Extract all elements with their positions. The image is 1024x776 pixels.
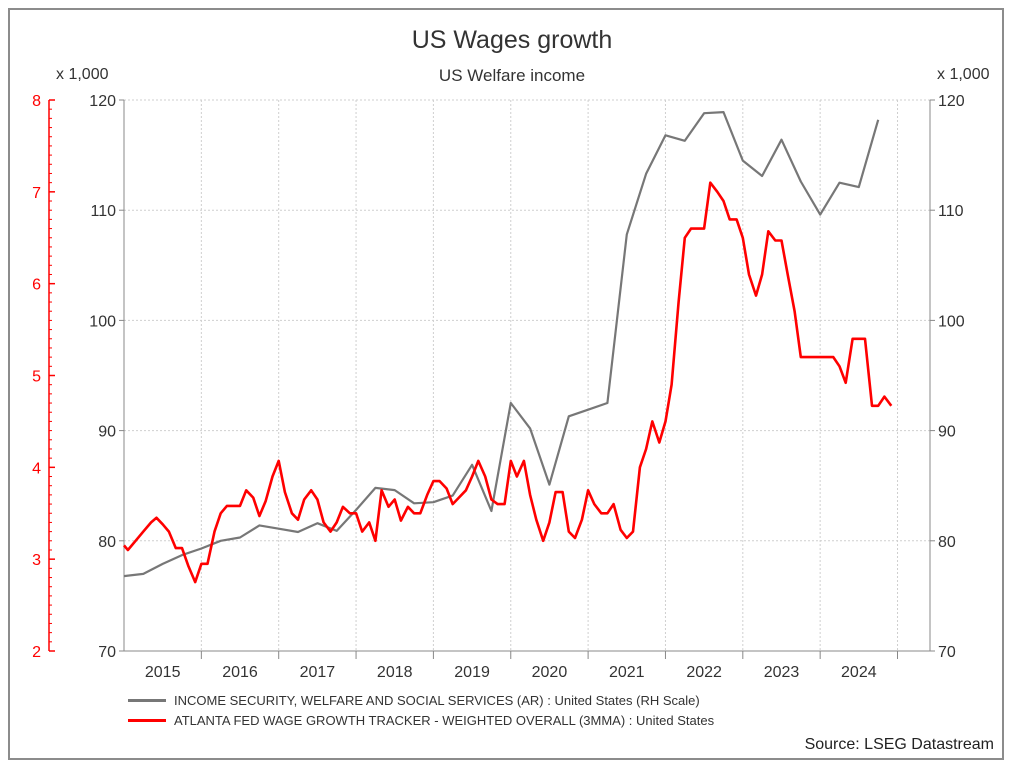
y-tick-label-left: 6 xyxy=(32,277,41,294)
legend-entry-welfare: INCOME SECURITY, WELFARE AND SOCIAL SERV… xyxy=(128,690,714,710)
chart-title: US Wages growth xyxy=(411,26,613,54)
y-tick-label-left: 2 xyxy=(32,644,41,661)
legend-swatch-welfare xyxy=(128,698,166,702)
y-tick-label-inner: 70 xyxy=(98,644,116,661)
x-tick-label: 2024 xyxy=(841,664,877,681)
y-tick-label-left: 3 xyxy=(32,552,41,569)
y-tick-label-left: 7 xyxy=(32,185,41,202)
x-tick-label: 2022 xyxy=(686,664,722,681)
y-tick-label-inner: 110 xyxy=(90,203,116,220)
x-tick-label: 2015 xyxy=(145,664,181,681)
x-tick-label: 2023 xyxy=(764,664,800,681)
legend-label-wage: ATLANTA FED WAGE GROWTH TRACKER - WEIGHT… xyxy=(174,712,715,728)
x-tick-label: 2020 xyxy=(532,664,568,681)
right-axis-multiplier: x 1,000 xyxy=(937,66,990,83)
legend-label-welfare: INCOME SECURITY, WELFARE AND SOCIAL SERV… xyxy=(174,692,700,708)
y-tick-label-inner: 80 xyxy=(98,534,116,551)
legend-swatch-wage xyxy=(128,718,166,722)
x-tick-label: 2021 xyxy=(609,664,645,681)
y-tick-label-right: 120 xyxy=(938,93,965,110)
legend-entry-wage: ATLANTA FED WAGE GROWTH TRACKER - WEIGHT… xyxy=(128,710,714,730)
y-tick-label-inner: 100 xyxy=(89,313,116,330)
chart-subtitle: US Welfare income xyxy=(438,66,586,85)
y-tick-label-inner: 90 xyxy=(98,424,116,441)
y-tick-label-right: 80 xyxy=(938,534,956,551)
x-tick-label: 2019 xyxy=(454,664,490,681)
left-axis-multiplier: x 1,000 xyxy=(56,66,109,83)
x-tick-label: 2016 xyxy=(222,664,258,681)
y-tick-label-right: 100 xyxy=(938,313,965,330)
y-tick-label-left: 4 xyxy=(32,460,41,477)
legend: INCOME SECURITY, WELFARE AND SOCIAL SERV… xyxy=(128,690,714,730)
y-tick-label-left: 8 xyxy=(32,93,41,110)
source-note: Source: LSEG Datastream xyxy=(804,736,994,753)
chart-frame xyxy=(8,8,1004,760)
y-tick-label-right: 110 xyxy=(938,203,964,220)
y-tick-label-right: 70 xyxy=(938,644,956,661)
x-tick-label: 2017 xyxy=(300,664,336,681)
series-line-wage xyxy=(123,181,893,584)
x-tick-label: 2018 xyxy=(377,664,413,681)
y-tick-label-inner: 120 xyxy=(89,93,116,110)
y-tick-label-right: 90 xyxy=(938,424,956,441)
y-tick-label-left: 5 xyxy=(32,369,41,386)
series-line-welfare xyxy=(123,111,880,578)
